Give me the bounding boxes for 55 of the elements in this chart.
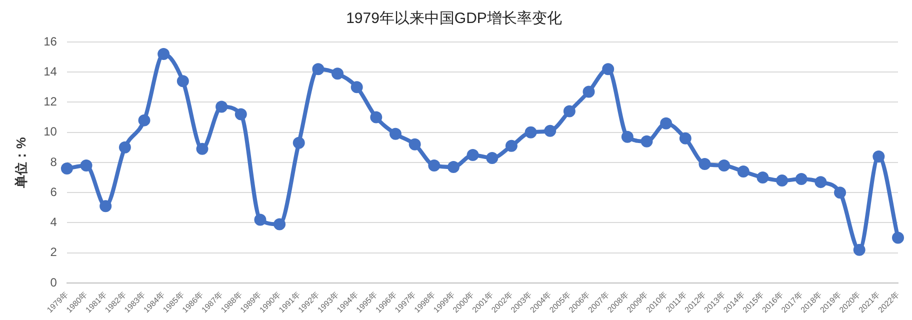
point (118, 141, 131, 154)
point (254, 214, 266, 226)
point (756, 172, 769, 184)
point (524, 126, 537, 138)
point (466, 148, 479, 161)
point (332, 68, 344, 80)
point (176, 75, 189, 88)
y-tick-label: 12 (44, 94, 58, 109)
point (737, 166, 750, 178)
y-tick-label: 6 (50, 184, 58, 199)
point (582, 86, 595, 98)
y-tick-label: 4 (50, 215, 58, 230)
y-axis-title: 单位：% (13, 136, 28, 189)
point (138, 114, 150, 126)
point (60, 162, 73, 175)
point (312, 63, 324, 76)
y-tick-label: 8 (50, 154, 58, 169)
point (834, 186, 846, 199)
point (292, 136, 305, 149)
point (100, 200, 112, 212)
point (718, 160, 730, 172)
point (814, 176, 827, 188)
point (698, 158, 711, 170)
point (602, 63, 614, 76)
point (679, 132, 692, 144)
point (350, 81, 363, 94)
point (390, 128, 402, 140)
point (776, 174, 788, 187)
point (408, 138, 421, 150)
point (544, 124, 556, 137)
point (486, 152, 498, 164)
point (505, 140, 518, 152)
point (158, 48, 170, 60)
y-tick-label: 14 (44, 64, 58, 78)
y-tick-label: 0 (50, 275, 58, 290)
y-tick-label: 2 (50, 245, 58, 260)
point (660, 117, 672, 130)
point (80, 160, 92, 172)
point (563, 105, 576, 118)
point (621, 130, 634, 143)
y-tick-label: 10 (44, 124, 58, 139)
point (196, 142, 208, 155)
y-tick-label: 16 (44, 34, 58, 48)
point (795, 173, 808, 186)
chart-title: 1979年以来中国GDP增长率变化 (346, 10, 562, 28)
point (370, 111, 382, 124)
point (872, 150, 885, 162)
point (447, 161, 460, 174)
point (853, 244, 866, 256)
point (234, 108, 247, 120)
point (892, 232, 904, 244)
point (274, 218, 286, 230)
point (640, 135, 653, 148)
point (428, 160, 440, 172)
point (216, 100, 228, 113)
